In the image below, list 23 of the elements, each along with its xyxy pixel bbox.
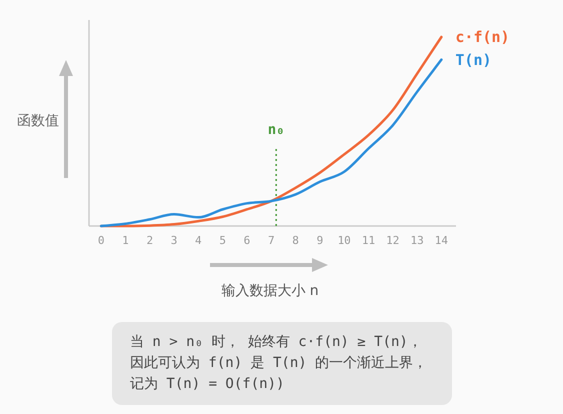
x-tick-label: 9 [316,234,324,247]
y-axis-title: 函数值 [17,113,59,129]
x-tick-label: 14 [434,234,448,247]
x-tick-label: 7 [268,234,275,247]
series-label: T(n) [455,50,492,69]
text: 记为 T(n) = O(f(n)) [130,376,284,392]
series-label: c·f(n) [455,28,510,46]
text: 因此可认为 f(n) 是 T(n) 的一个渐近上界， [130,355,428,371]
x-tick-label: 6 [244,234,250,247]
x-tick-label: 13 [410,234,424,247]
x-tick-label: 0 [98,234,104,247]
x-tick-label: 2 [146,234,154,247]
x-tick-label: 5 [219,234,226,247]
text: 当 n > n₀ 时， 始终有 c·f(n) ≥ T(n)， [130,334,422,350]
x-tick-label: 8 [292,234,299,247]
x-tick-label: 11 [362,234,376,247]
x-axis-title: 输入数据大小 n [221,283,319,299]
x-tick-label: 3 [170,234,178,247]
x-tick-label: 10 [338,234,351,247]
ref-line-label: n₀ [268,122,285,138]
x-tick-label: 1 [122,234,129,247]
x-tick-label: 12 [386,234,400,247]
x-tick-label: 4 [195,234,202,247]
